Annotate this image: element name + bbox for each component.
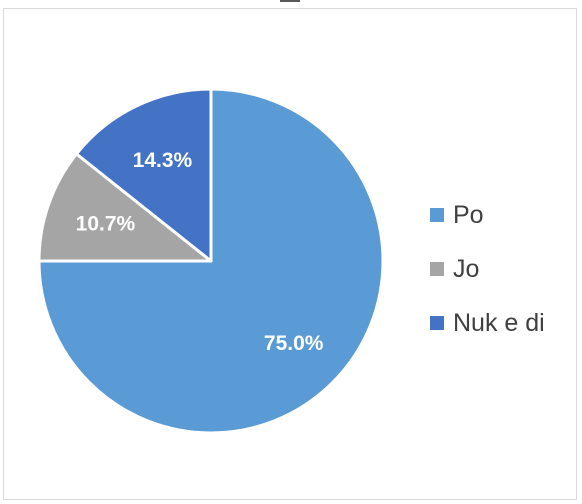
legend-label-po: Po: [453, 200, 484, 229]
data-label-jo: 10.7%: [76, 213, 136, 236]
legend-swatch-nuk-e-di: [430, 316, 444, 330]
legend-item-jo: Jo: [430, 242, 545, 296]
legend-swatch-jo: [430, 262, 444, 276]
chart-legend: Po Jo Nuk e di: [430, 188, 545, 350]
data-label-nuk-e-di: 14.3%: [133, 149, 193, 172]
pie-slice-nuk-e-di: [74, 87, 213, 263]
legend-item-nuk-e-di: Nuk e di: [430, 296, 545, 350]
cropped-title-fragment: [280, 0, 300, 2]
legend-item-po: Po: [430, 188, 545, 242]
legend-swatch-po: [430, 208, 444, 222]
legend-label-jo: Jo: [453, 254, 480, 283]
data-label-po: 75.0%: [264, 332, 324, 355]
legend-label-nuk-e-di: Nuk e di: [453, 308, 545, 337]
pie-slice-jo: [37, 152, 213, 263]
